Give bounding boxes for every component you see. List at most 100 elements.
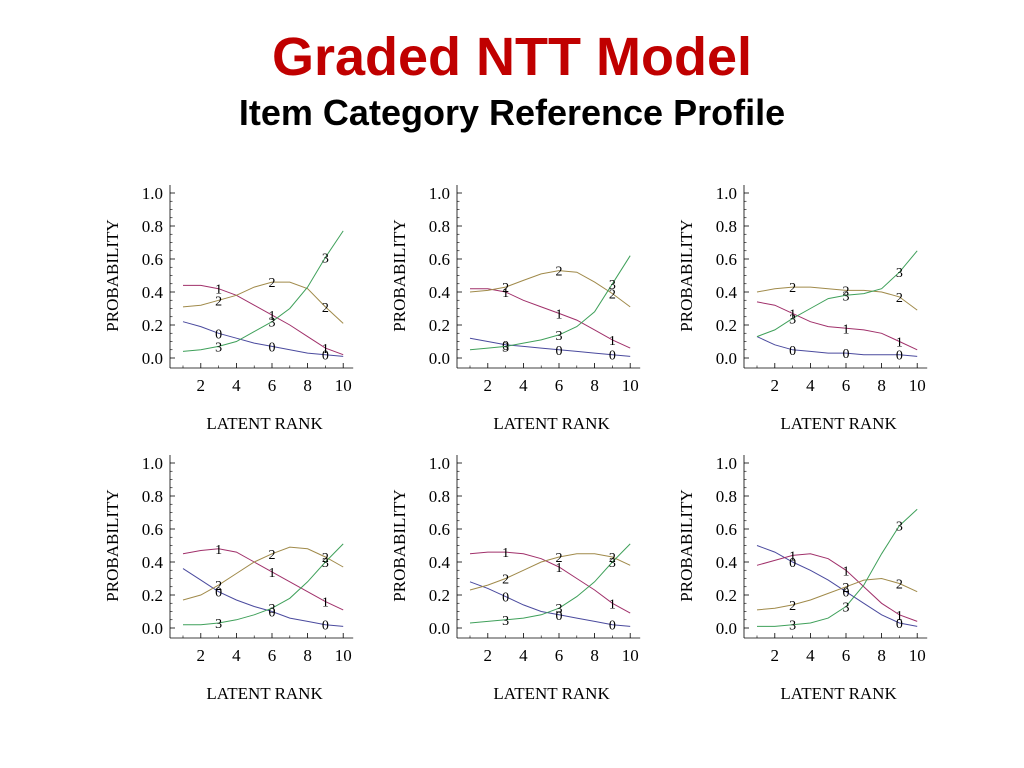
series-line-3 xyxy=(469,543,631,624)
series-line-1 xyxy=(183,284,344,356)
y-tick-label: 0.2 xyxy=(716,586,737,605)
series-label-1: 1 xyxy=(215,543,222,558)
series-label-3: 3 xyxy=(556,602,563,617)
x-tick-label: 2 xyxy=(771,376,780,395)
series-line-1 xyxy=(469,551,631,614)
series-label-1: 1 xyxy=(269,566,276,581)
series-label-0: 0 xyxy=(789,556,796,571)
series-line-0 xyxy=(182,568,344,627)
series-label-0: 0 xyxy=(896,617,903,632)
x-tick-label: 2 xyxy=(771,646,780,665)
x-axis-label: LATENT RANK xyxy=(780,684,897,703)
y-tick-label: 0.4 xyxy=(716,283,738,302)
y-tick-label: 0.8 xyxy=(716,487,737,506)
x-tick-label: 2 xyxy=(197,646,206,665)
series-line-2 xyxy=(182,281,344,324)
series-label-1: 1 xyxy=(896,609,903,624)
y-tick-label: 0.2 xyxy=(716,316,737,335)
x-tick-label: 10 xyxy=(335,646,352,665)
series-line-3 xyxy=(757,508,918,627)
x-tick-label: 2 xyxy=(484,376,493,395)
series-label-2: 2 xyxy=(269,548,276,563)
y-tick-label: 1.0 xyxy=(429,184,450,203)
series-line-2 xyxy=(182,546,344,601)
series-label-3: 3 xyxy=(502,614,509,629)
series-label-1: 1 xyxy=(215,283,222,298)
series-label-2: 2 xyxy=(896,291,903,306)
series-label-1: 1 xyxy=(843,322,850,337)
series-label-2: 2 xyxy=(556,551,563,566)
x-tick-label: 10 xyxy=(622,376,639,395)
series-line-2 xyxy=(756,577,918,611)
x-axis-label: LATENT RANK xyxy=(206,684,323,703)
series-label-2: 2 xyxy=(502,573,509,588)
series-line-0 xyxy=(182,321,344,357)
x-axis-label: LATENT RANK xyxy=(493,414,610,433)
y-tick-label: 0.0 xyxy=(142,619,163,638)
y-tick-label: 0.8 xyxy=(429,217,450,236)
x-tick-label: 4 xyxy=(232,376,241,395)
series-label-1: 1 xyxy=(843,564,850,579)
series-label-1: 1 xyxy=(502,286,509,301)
series-label-0: 0 xyxy=(843,586,850,601)
series-label-0: 0 xyxy=(896,349,903,364)
x-tick-label: 8 xyxy=(303,646,312,665)
y-tick-label: 0.6 xyxy=(142,250,163,269)
x-tick-label: 2 xyxy=(197,376,206,395)
y-tick-label: 0.8 xyxy=(142,487,163,506)
y-tick-label: 0.4 xyxy=(429,283,451,302)
x-tick-label: 6 xyxy=(268,376,277,395)
series-label-3: 3 xyxy=(789,619,796,634)
series-label-2: 2 xyxy=(322,551,329,566)
x-tick-label: 4 xyxy=(519,646,528,665)
y-axis-label: PROBABILITY xyxy=(677,489,696,601)
series-label-0: 0 xyxy=(843,347,850,362)
series-label-1: 1 xyxy=(322,342,329,357)
series-line-1 xyxy=(470,288,631,349)
x-tick-label: 4 xyxy=(232,646,241,665)
y-tick-label: 0.2 xyxy=(142,586,163,605)
x-tick-label: 10 xyxy=(909,376,926,395)
x-tick-label: 4 xyxy=(519,376,528,395)
series-label-1: 1 xyxy=(556,561,563,576)
y-tick-label: 0.0 xyxy=(142,349,163,368)
series-label-3: 3 xyxy=(215,340,222,355)
series-label-0: 0 xyxy=(269,606,276,621)
x-tick-label: 8 xyxy=(590,646,599,665)
x-tick-label: 10 xyxy=(335,376,352,395)
series-label-2: 2 xyxy=(556,265,563,280)
series-label-0: 0 xyxy=(556,344,563,359)
series-label-1: 1 xyxy=(609,334,616,349)
series-label-0: 0 xyxy=(789,344,796,359)
series-label-0: 0 xyxy=(322,619,329,634)
x-tick-label: 10 xyxy=(622,646,639,665)
y-tick-label: 0.2 xyxy=(429,586,450,605)
series-line-0 xyxy=(756,336,918,357)
y-tick-label: 0.8 xyxy=(429,487,450,506)
x-tick-label: 6 xyxy=(555,646,564,665)
series-label-3: 3 xyxy=(322,556,329,571)
y-tick-label: 0.8 xyxy=(142,217,163,236)
y-tick-label: 1.0 xyxy=(716,454,737,473)
series-label-3: 3 xyxy=(789,312,796,327)
y-axis-label: PROBABILITY xyxy=(390,489,409,601)
series-label-2: 2 xyxy=(843,581,850,596)
series-label-3: 3 xyxy=(269,316,276,331)
series-line-0 xyxy=(469,337,631,357)
y-tick-label: 0.6 xyxy=(716,520,737,539)
slide-subtitle: Item Category Reference Profile xyxy=(238,92,786,133)
series-label-1: 1 xyxy=(609,597,616,612)
series-label-3: 3 xyxy=(215,617,222,632)
y-tick-label: 0.4 xyxy=(716,553,738,572)
x-tick-label: 8 xyxy=(303,376,312,395)
y-tick-label: 0.0 xyxy=(429,349,450,368)
series-label-0: 0 xyxy=(269,340,276,355)
y-tick-label: 0.4 xyxy=(142,553,164,572)
series-line-2 xyxy=(756,286,918,311)
y-tick-label: 1.0 xyxy=(142,454,163,473)
x-tick-label: 8 xyxy=(590,376,599,395)
